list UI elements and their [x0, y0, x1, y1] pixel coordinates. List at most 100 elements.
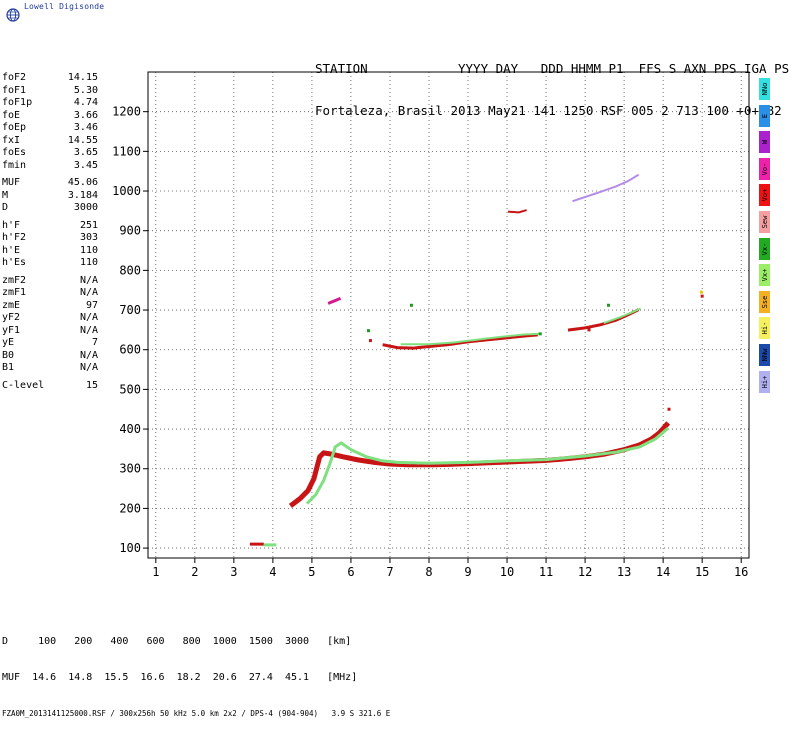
param-value: 3.66 — [73, 109, 98, 121]
param-row: MUF 45.06 — [2, 177, 98, 190]
trace-series — [327, 296, 342, 305]
legend-label: Vx+ — [760, 268, 769, 282]
trace-series — [400, 332, 540, 346]
legend-item: E — [759, 104, 770, 127]
legend-label: Vo+ — [760, 189, 769, 202]
legend-item: W — [759, 131, 770, 154]
param-row: h'Es 110 — [2, 257, 98, 270]
param-value: N/A — [79, 312, 98, 323]
param-row: zmF2 N/A — [2, 275, 98, 288]
legend-item: Vx- — [759, 237, 770, 260]
legend-item: Vo- — [759, 157, 770, 180]
param-label: foF2 — [2, 72, 27, 83]
param-label: fxI — [2, 134, 21, 146]
param-label: foF1 — [2, 84, 27, 96]
param-label: B1 — [2, 362, 15, 373]
param-label: foE — [2, 109, 21, 121]
param-row: foF2 14.15 — [2, 72, 98, 85]
legend-item: NNo — [759, 78, 770, 100]
param-value: N/A — [79, 349, 98, 361]
trace-series — [305, 426, 670, 505]
legend-item: Sew — [759, 211, 770, 233]
param-row: B0 N/A — [2, 350, 98, 363]
x-tick-label: 4 — [269, 565, 276, 579]
x-tick-label: 11 — [539, 565, 553, 579]
legend-label: NNw — [760, 348, 769, 362]
legend-label: Sew — [760, 215, 769, 229]
y-tick-label: 100 — [119, 541, 141, 555]
param-value: 7 — [91, 337, 98, 348]
data-layer — [249, 173, 704, 547]
trace-series — [382, 333, 538, 350]
param-row: fmin 3.45 — [2, 160, 98, 173]
y-tick-label: 300 — [119, 462, 141, 476]
param-value: 251 — [79, 219, 98, 231]
param-row: h'F2 303 — [2, 232, 98, 245]
x-tick-label: 10 — [500, 565, 514, 579]
legend-label: Vo- — [760, 162, 769, 176]
parameter-panel: foF2 14.15 foF1 5.30 foF1p 4.74 foE 3.66 foEp 3.4… — [2, 72, 98, 392]
param-label: h'Es — [2, 257, 27, 268]
param-label: h'F2 — [2, 232, 27, 243]
param-label: yF1 — [2, 324, 21, 336]
y-tick-label: 1100 — [112, 144, 141, 158]
param-label: zmF2 — [2, 274, 27, 286]
legend-label: Vx- — [760, 242, 769, 255]
param-row: fxI 14.55 — [2, 135, 98, 148]
param-row: zmE 97 — [2, 300, 98, 313]
param-value: 3.46 — [73, 122, 98, 133]
y-tick-label: 400 — [119, 422, 141, 436]
x-tick-label: 14 — [656, 565, 670, 579]
param-value: 15 — [85, 379, 98, 391]
legend-label: W — [760, 140, 769, 145]
param-row: C-level 15 — [2, 380, 98, 393]
trace-series — [507, 208, 528, 214]
param-row: h'F 251 — [2, 220, 98, 233]
param-value: N/A — [79, 287, 98, 298]
trace-point — [538, 332, 542, 336]
y-tick-label: 800 — [119, 263, 141, 277]
x-tick-label: 13 — [617, 565, 631, 579]
x-tick-label: 9 — [464, 565, 471, 579]
param-row: D 3000 — [2, 202, 98, 215]
param-row: B1 N/A — [2, 362, 98, 375]
x-tick-label: 15 — [695, 565, 709, 579]
trace-series — [288, 420, 671, 508]
legend-label: Hi+ — [760, 375, 769, 388]
param-value: 5.30 — [73, 84, 98, 96]
x-tick-label: 16 — [734, 565, 748, 579]
globe-icon — [6, 8, 20, 22]
trace-point — [667, 407, 671, 411]
y-tick-label: 500 — [119, 382, 141, 396]
param-row: yE 7 — [2, 337, 98, 350]
param-row: zmF1 N/A — [2, 287, 98, 300]
trace-point — [366, 329, 370, 333]
legend-item: Sse — [759, 290, 770, 313]
lowell-logo: Lowell Digisonde — [6, 2, 206, 24]
logo-name: Lowell Digisonde — [24, 2, 105, 11]
trace-point — [368, 339, 372, 343]
plot-frame — [147, 71, 750, 559]
param-value: 97 — [85, 299, 98, 311]
param-row: foEp 3.46 — [2, 122, 98, 135]
legend-item: Hi+ — [759, 370, 770, 393]
trace-point — [700, 294, 704, 298]
x-tick-label: 3 — [230, 565, 237, 579]
param-row: foE 3.66 — [2, 110, 98, 123]
legend-item: Vo+ — [759, 184, 770, 207]
y-tick-label: 1200 — [112, 105, 141, 119]
legend-label: E — [760, 113, 769, 118]
param-row: h'E 110 — [2, 245, 98, 258]
param-value: N/A — [79, 274, 98, 286]
legend-label: NNo — [760, 82, 769, 96]
legend-item: Vx+ — [759, 264, 770, 287]
legend-label: Sse — [760, 295, 769, 309]
param-value: N/A — [79, 324, 98, 336]
param-label: yF2 — [2, 312, 21, 323]
param-label: yE — [2, 337, 15, 348]
param-value: 3.65 — [73, 147, 98, 158]
param-label: foF1p — [2, 97, 33, 108]
param-row: foF1 5.30 — [2, 85, 98, 98]
footer-file-info: FZA0M_2013141125000.RSF / 300x256h 50 kH… — [2, 709, 391, 718]
trace-series — [567, 307, 640, 332]
